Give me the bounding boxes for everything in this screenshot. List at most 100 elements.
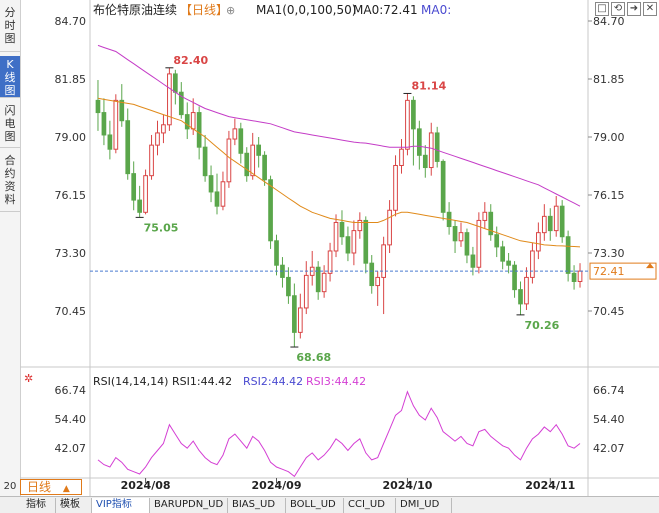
date-tick: 2024/11 (525, 479, 575, 492)
period-arrow-icon: ▲ (62, 484, 70, 494)
candle-body (315, 266, 321, 293)
candle-body (95, 99, 101, 114)
candle-body (506, 260, 511, 266)
rsi-tick-left: 54.40 (55, 413, 87, 426)
candle-body (143, 175, 148, 213)
annotation-low3: 70.26 (525, 319, 560, 332)
price-chart[interactable]: 84.70 84.70 81.85 81.85 79.00 79.00 76.15 76.15… (0, 0, 659, 496)
candle-body (559, 205, 565, 238)
candle-body (167, 73, 172, 126)
candle-body (232, 128, 238, 140)
bottom-tab-0[interactable]: 指标 (22, 498, 56, 513)
period-selector[interactable]: 日线 ▲ (20, 479, 82, 495)
candle-body (565, 236, 571, 274)
candle-body (333, 221, 339, 252)
candle-body (375, 276, 381, 287)
bottom-tab-3[interactable]: BARUPDN_UD (150, 498, 228, 513)
candle-body (518, 289, 523, 305)
candle-body (369, 262, 375, 287)
candle-body (226, 138, 232, 183)
candle-body (399, 148, 404, 166)
rsi-tick-left: 42.07 (55, 442, 87, 455)
bottom-tab-2[interactable]: VIP指标 (92, 498, 150, 513)
side-tab-0[interactable]: 分时图 (0, 4, 20, 52)
candle-body (321, 272, 327, 293)
price-tick-right: 81.85 (593, 73, 625, 86)
bottom-tab-4[interactable]: BIAS_UD (228, 498, 286, 513)
rsi-settings-icon: ✲ (24, 372, 33, 385)
candle-body (547, 215, 553, 232)
candle-body (262, 154, 267, 181)
period-tag: 【日线】 (180, 3, 228, 17)
price-tick-left: 81.85 (55, 73, 87, 86)
candle-body (161, 124, 166, 134)
side-tab-2[interactable]: 闪电图 (0, 102, 20, 148)
ma-label: MA1(0,0,100,50) (256, 3, 356, 17)
candle-body (256, 144, 262, 156)
bottom-tab-6[interactable]: CCI_UD (344, 498, 396, 513)
forward-icon[interactable]: ➜ (627, 2, 641, 16)
candle-body (500, 246, 506, 262)
candle-body (553, 205, 559, 232)
candle-body (357, 219, 363, 232)
ma0b-value: MA0: (421, 3, 451, 17)
price-tick-right: 73.30 (593, 247, 625, 260)
candle-body (458, 232, 464, 242)
period-label: 日线 (27, 480, 52, 494)
candle-body (244, 152, 250, 177)
candle-body (434, 132, 440, 162)
instrument-name: 布伦特原油连续 (93, 2, 177, 17)
candle-body (482, 211, 488, 221)
price-tick-right: 79.00 (593, 131, 625, 144)
price-tick-left: 76.15 (55, 189, 87, 202)
candle-body (381, 244, 386, 278)
candle-body (107, 134, 113, 150)
period-left-number: 20 (3, 481, 17, 492)
candle-body (422, 154, 428, 169)
candle-body (303, 274, 309, 309)
refresh-icon[interactable]: ⟲ (611, 2, 625, 16)
candle-body (286, 276, 291, 297)
candle-body (268, 179, 273, 242)
rsi-tick-right: 42.07 (593, 442, 625, 455)
candle-body (172, 73, 178, 93)
candle-body (345, 236, 351, 254)
maximize-icon[interactable]: □ (595, 2, 609, 16)
candle-body (351, 230, 357, 254)
bottom-tab-5[interactable]: BOLL_UD (286, 498, 344, 513)
candle-body (339, 221, 345, 238)
price-tick-right: 84.70 (593, 15, 625, 28)
candle-body (488, 211, 494, 236)
candle-body (464, 232, 470, 256)
candle-body (524, 276, 529, 305)
price-up-arrow-icon (646, 263, 654, 269)
price-tick-right: 70.45 (593, 305, 625, 318)
ma0-value: MA0:72.41 (353, 3, 418, 17)
rsi-tick-right: 66.74 (593, 384, 625, 397)
candle-body (190, 112, 196, 130)
ma-line-orange (97, 97, 581, 248)
date-tick: 2024/08 (121, 479, 171, 492)
close-icon[interactable]: ✕ (643, 2, 657, 16)
annotation-high2: 81.14 (411, 79, 446, 92)
rsi2-value: RSI2:44.42 (243, 375, 303, 388)
current-price-label: 72.41 (593, 265, 625, 278)
candle-body (440, 160, 446, 213)
candle-body (393, 164, 398, 211)
candle-body (125, 120, 131, 175)
date-tick: 2024/10 (382, 479, 432, 492)
candle-body (178, 91, 184, 116)
side-tab-3[interactable]: 合约资料 (0, 152, 20, 212)
annotation-low1: 75.05 (144, 221, 179, 234)
candle-body (494, 234, 500, 248)
rsi3-value: RSI3:44.42 (306, 375, 366, 388)
bottom-tab-7[interactable]: DMI_UD (396, 498, 452, 513)
candle-body (387, 209, 392, 246)
candle-body (470, 254, 476, 268)
candle-body (405, 99, 410, 150)
bottom-tab-1[interactable]: 模板 (56, 498, 92, 513)
rsi-tick-right: 54.40 (593, 413, 625, 426)
settings-icon: ⊕ (226, 4, 235, 17)
candle-body (416, 128, 422, 156)
